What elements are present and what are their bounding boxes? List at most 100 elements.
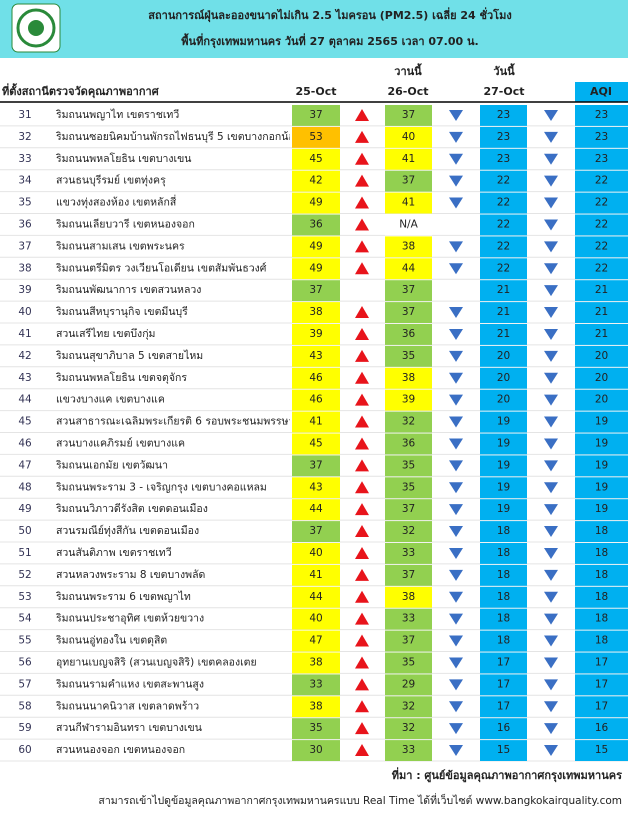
value-cell [575,105,628,126]
trend-down [544,350,558,362]
value: 15 [595,744,608,756]
station-name: ริมถนนพัฒนาการ เขตสวนหลวง [56,284,202,296]
station-name: ริมถนนเอกมัย เขตวัฒนา [56,459,168,471]
trend-up [355,327,369,340]
column-header: 26-Oct [387,85,428,98]
value: 37 [402,175,415,187]
logo-core [28,20,44,36]
value-cell [480,170,527,192]
value-cell [385,674,432,696]
value-cell [575,740,628,761]
value-cell [292,608,340,630]
value: 40 [309,613,322,625]
trend-down [544,635,558,647]
value: 37 [402,503,415,515]
value-cell [575,477,628,499]
value-cell [480,324,527,345]
day-label: วานนี้ [394,63,422,78]
trend-up [355,196,369,209]
value: 18 [497,525,510,537]
trend-up [355,130,369,143]
value: 19 [497,437,510,449]
value: 40 [402,131,415,143]
value: 39 [309,328,322,340]
trend-up [355,174,369,187]
value: 36 [402,437,416,449]
value: 32 [402,525,415,537]
trend-up [355,306,369,319]
value: 21 [595,306,608,318]
value: 37 [402,284,415,296]
value: 37 [309,109,322,121]
value-cell [575,586,628,608]
station-number: 35 [18,197,31,209]
station-name: สวนรมณีย์ทุ่งสีกัน เขตดอนเมือง [56,524,199,537]
value-cell [385,148,432,170]
value-cell [575,148,628,170]
trend-down [449,350,463,362]
value-cell [292,345,340,367]
subtitle: พื้นที่กรุงเทพมหานคร วันที่ 27 ตุลาคม 25… [181,33,478,49]
trend-down [449,526,463,538]
value-cell [292,718,340,740]
value: 20 [497,350,510,362]
trend-down [449,569,463,581]
station-number: 58 [18,700,31,712]
value: 46 [309,394,323,406]
value: 15 [497,744,510,756]
value-cell [480,280,527,302]
value: 35 [402,350,415,362]
value-cell [292,740,340,761]
value: 49 [309,240,322,252]
trend-up [355,415,369,428]
value-cell [385,214,432,236]
value: 17 [497,656,510,668]
value-cell [292,367,340,389]
trend-down [544,482,558,494]
value: 18 [497,569,510,581]
station-name: ริมถนนเลียบวารี เขตหนองจอก [56,217,195,230]
value: 41 [309,569,322,581]
value-cell [480,302,527,323]
value-cell [385,652,432,674]
station-name: สวนหนองจอก เขตหนองจอก [56,744,185,756]
value-cell [480,543,527,564]
value: 49 [309,262,322,274]
value-cell [575,389,628,411]
station-number: 33 [18,153,31,165]
value-cell [480,345,527,367]
value-cell [385,477,432,499]
logo-ring [16,8,56,48]
trend-up [355,240,369,253]
station-number: 48 [18,481,31,493]
value-cell [480,105,527,126]
aqi-header-bg [575,82,628,102]
station-name: ริมถนนสีหบุรานุกิจ เขตมีนบุรี [56,305,189,318]
trend-down [544,219,558,231]
station-name: ริมถนนพหลโยธิน เขตบางเขน [56,152,192,165]
value: 22 [497,197,510,209]
trend-down [449,307,463,319]
value: 18 [497,591,510,603]
value-cell [480,564,527,586]
value: 19 [595,437,608,449]
value-cell [480,499,527,521]
value-cell [385,499,432,521]
trend-down [449,482,463,494]
value: 32 [402,700,415,712]
value: 20 [595,394,608,406]
trend-down [544,175,558,187]
value: 29 [402,678,415,690]
trend-down [449,591,463,603]
value-cell [385,411,432,433]
value: 42 [309,175,322,187]
value-cell [480,696,527,718]
value-cell [480,521,527,542]
station-number: 42 [18,350,31,362]
value-cell [385,608,432,630]
station-name: ริมถนนประชาอุทิศ เขตห้วยขวาง [56,613,204,625]
value: 20 [595,350,608,362]
station-name: สวนสันติภาพ เขตราชเทวี [56,546,172,559]
value: 36 [309,218,323,230]
trend-up [355,525,369,538]
